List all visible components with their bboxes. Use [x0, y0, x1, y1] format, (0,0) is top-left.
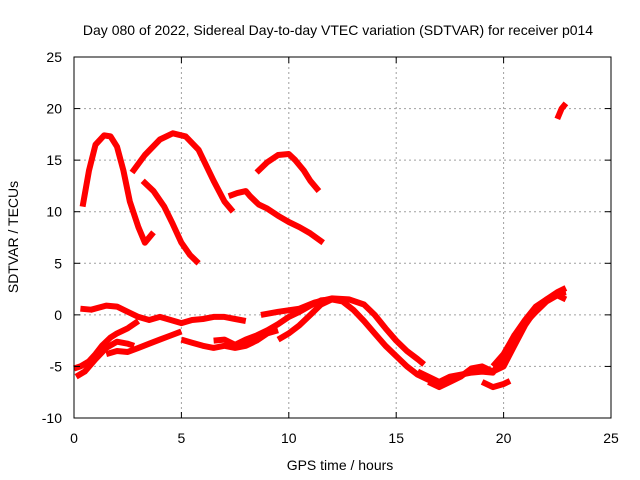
y-tick-labels: -10 -5 0 5 10 15 20 25 [42, 49, 62, 426]
chart-title: Day 080 of 2022, Sidereal Day-to-day VTE… [83, 22, 593, 38]
series-line-band-upper-b [260, 295, 426, 367]
x-tick-label: 0 [70, 430, 78, 446]
tick-marks [73, 56, 612, 419]
series-line-trough-d [490, 292, 568, 369]
series-line-band-lower-b [74, 338, 136, 380]
y-tick-label: 5 [54, 255, 62, 271]
y-tick-label: 25 [46, 49, 62, 65]
series-line-arc-high-e [254, 151, 322, 194]
series-line-band-mid-right [276, 296, 440, 385]
grid-lines [74, 57, 611, 418]
y-tick-label: 15 [46, 152, 62, 168]
series-line-band-upper [80, 302, 247, 327]
x-tick-label: 5 [178, 430, 186, 446]
series-group [73, 101, 569, 391]
x-tick-label: 25 [603, 430, 619, 446]
series-line-arc-top-right [554, 101, 569, 121]
series-line-band-lower-c [105, 328, 183, 357]
series-line-arc-high-b [129, 130, 236, 214]
plot-frame [73, 56, 612, 419]
series-line-arc-high-c [140, 178, 201, 266]
x-tick-label: 15 [388, 430, 404, 446]
y-tick-label: 10 [46, 204, 62, 220]
y-axis-label: SDTVAR / TECUs [5, 181, 21, 293]
series-line-trough-c [480, 378, 512, 391]
x-tick-label: 20 [496, 430, 512, 446]
y-tick-label: 0 [54, 307, 62, 323]
series-line-band-lower-e [213, 296, 333, 348]
x-tick-label: 10 [281, 430, 297, 446]
x-axis-label: GPS time / hours [287, 457, 394, 473]
series-line-band-lower-a [73, 318, 141, 372]
x-tick-labels: 0 5 10 15 20 25 [70, 430, 619, 446]
y-tick-label: -5 [50, 358, 63, 374]
series-line-band-lower-d [180, 327, 279, 351]
series-line-arc-high-d [227, 188, 325, 246]
y-tick-label: -10 [42, 410, 62, 426]
series-line-arc-high-a [79, 132, 156, 246]
y-tick-label: 20 [46, 101, 62, 117]
